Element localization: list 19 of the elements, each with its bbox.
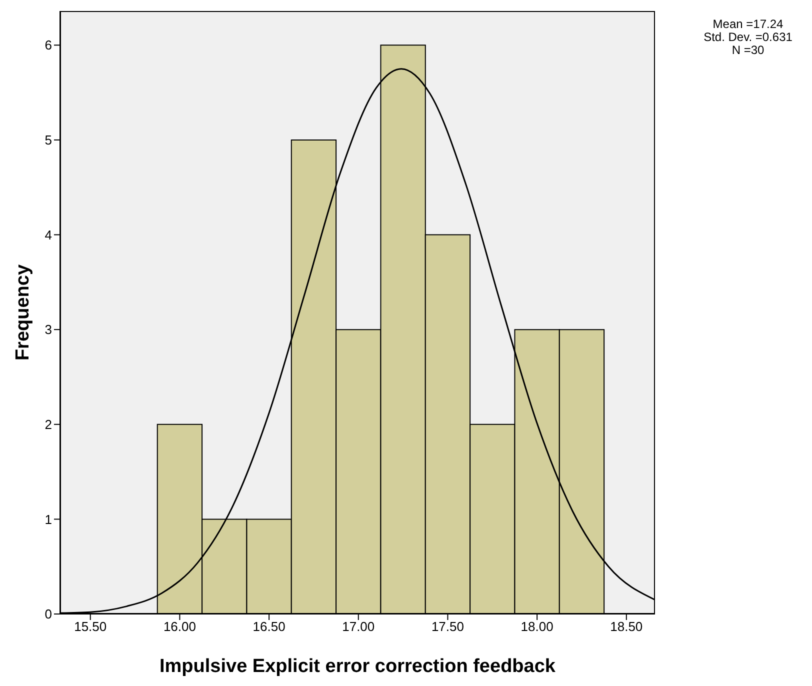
- x-tick-label: 17.00: [342, 619, 375, 634]
- x-tick-label: 15.50: [74, 619, 107, 634]
- y-tick-label: 2: [44, 416, 52, 432]
- y-axis-title: Frequency: [12, 264, 34, 361]
- text: Std. Dev. =0.631: [704, 30, 793, 44]
- x-tick-label: 16.00: [163, 619, 196, 634]
- x-tick-label: 18.00: [520, 619, 554, 634]
- text: N =30: [732, 43, 764, 57]
- y-tick-label: 5: [44, 132, 52, 148]
- y-tick-label: 1: [44, 512, 52, 527]
- text: Mean =17.24: [712, 17, 784, 31]
- x-axis-title: Impulsive Explicit error correction feedback: [160, 656, 556, 677]
- x-tick-label: 18.50: [610, 619, 643, 634]
- y-tick-label: 4: [44, 227, 52, 242]
- y-tick-label: 0: [44, 606, 52, 622]
- x-tick-label: 17.50: [431, 619, 464, 634]
- y-tick-label: 6: [44, 38, 52, 53]
- x-tick-label: 16.50: [252, 619, 286, 634]
- y-tick-label: 3: [44, 322, 52, 338]
